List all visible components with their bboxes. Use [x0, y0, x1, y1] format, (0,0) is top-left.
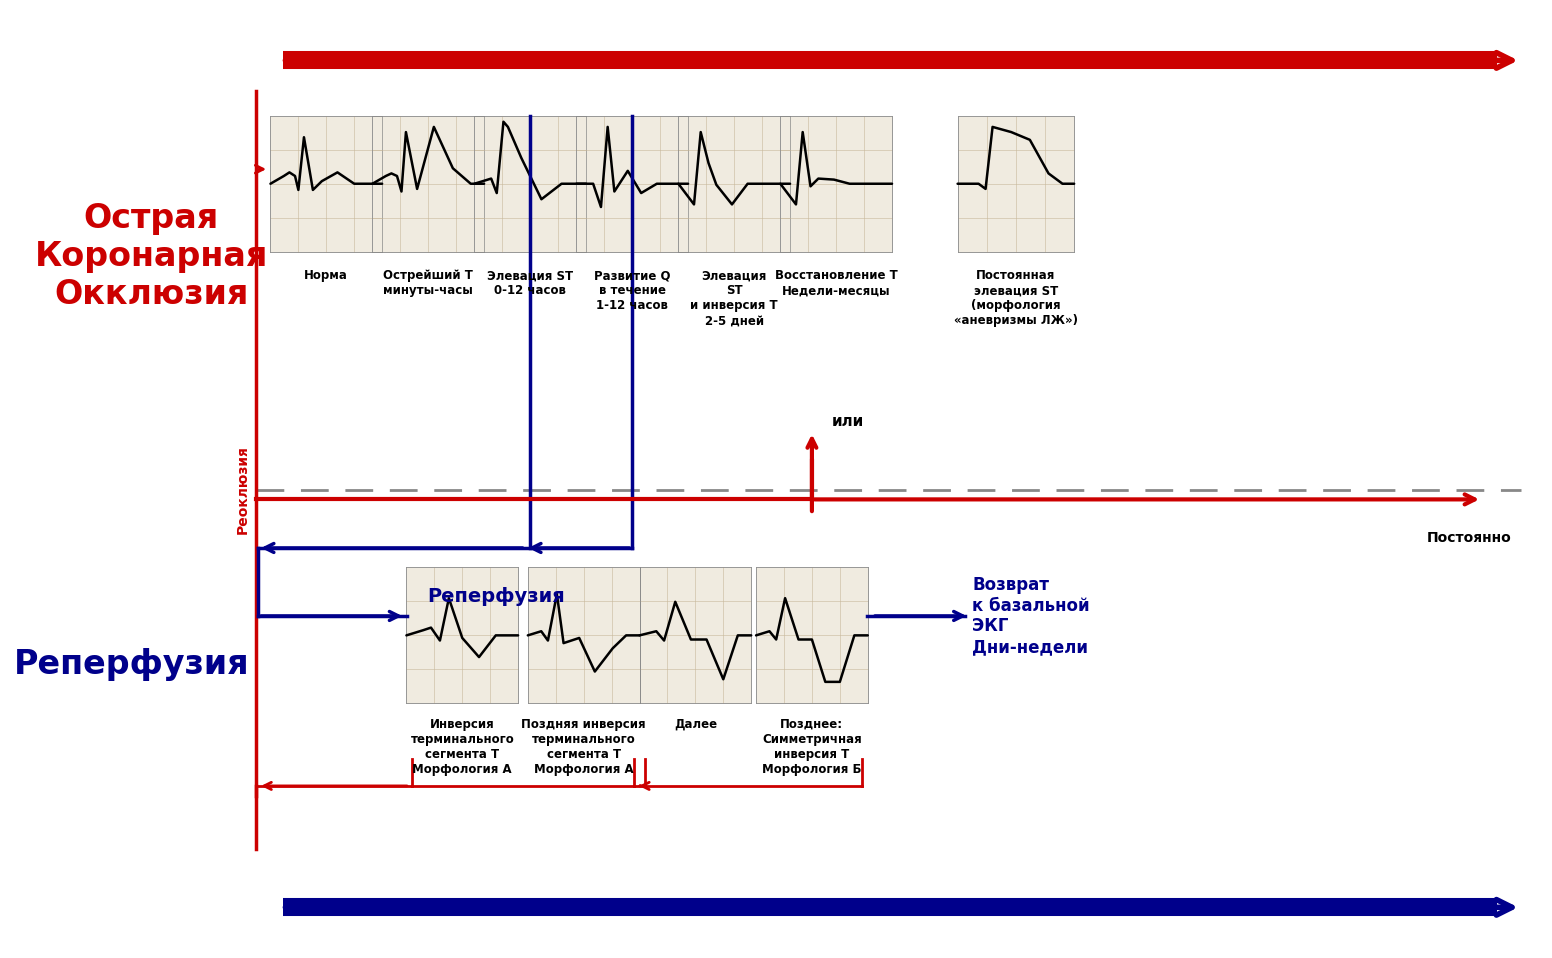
- Text: Постоянная
элевация ST
(морфология
«аневризмы ЛЖ»): Постоянная элевация ST (морфология «анев…: [954, 269, 1079, 328]
- Text: Постоянно: Постоянно: [1426, 532, 1512, 545]
- Bar: [639, 567, 751, 703]
- Text: Возврат
к базальной
ЭКГ
Дни-недели: Возврат к базальной ЭКГ Дни-недели: [972, 576, 1090, 656]
- Text: Развитие Q
в течение
1-12 часов: Развитие Q в течение 1-12 часов: [594, 269, 670, 312]
- Bar: [678, 116, 790, 252]
- Text: Реоклюзия: Реоклюзия: [236, 445, 250, 535]
- Bar: [270, 116, 382, 252]
- Bar: [407, 567, 518, 703]
- Text: Восстановление Т
Недели-месяцы: Восстановление Т Недели-месяцы: [774, 269, 897, 297]
- Bar: [372, 116, 484, 252]
- Text: Поздняя инверсия
терминального
сегмента Т
Морфология А: Поздняя инверсия терминального сегмента …: [521, 718, 646, 776]
- Text: Элевация
ST
и инверсия Т
2-5 дней: Элевация ST и инверсия Т 2-5 дней: [691, 269, 778, 328]
- Bar: [781, 116, 892, 252]
- Text: или: или: [832, 414, 863, 429]
- Bar: [576, 116, 688, 252]
- Text: Позднее:
Симметричная
инверсия Т
Морфология Б: Позднее: Симметричная инверсия Т Морфоло…: [762, 718, 861, 776]
- Bar: [756, 567, 868, 703]
- Text: Острая
Коронарная
Окклюзия: Острая Коронарная Окклюзия: [34, 202, 268, 311]
- Text: Острейший Т
минуты-часы: Острейший Т минуты-часы: [383, 269, 473, 297]
- Bar: [475, 116, 587, 252]
- Bar: [528, 567, 639, 703]
- Text: Норма: Норма: [304, 269, 348, 283]
- Bar: [958, 116, 1074, 252]
- Text: Инверсия
терминального
сегмента Т
Морфология А: Инверсия терминального сегмента Т Морфол…: [410, 718, 514, 776]
- Text: Элевация ST
0-12 часов: Элевация ST 0-12 часов: [487, 269, 573, 297]
- Text: Реперфузия: Реперфузия: [427, 587, 565, 606]
- Text: Далее: Далее: [674, 718, 717, 731]
- Text: Реперфузия: Реперфузия: [14, 648, 250, 681]
